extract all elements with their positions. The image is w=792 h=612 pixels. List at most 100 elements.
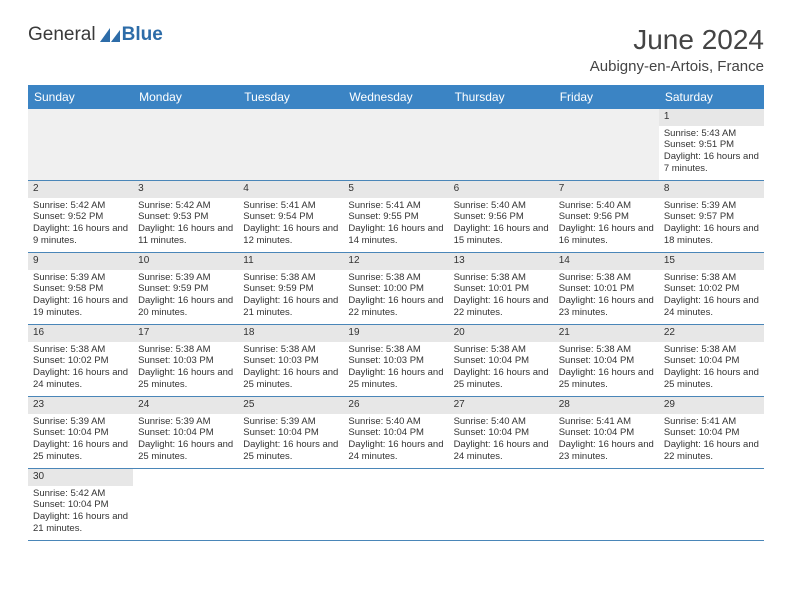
day-number: 29 [659,397,764,414]
sunrise-line: Sunrise: 5:38 AM [348,344,443,356]
day-number: 16 [28,325,133,342]
sunset-line: Sunset: 10:04 PM [454,355,549,367]
sunset-line: Sunset: 10:04 PM [33,499,128,511]
sunrise-line: Sunrise: 5:40 AM [559,200,654,212]
daylight-line: Daylight: 16 hours and 25 minutes. [138,367,233,391]
weekday-header: Saturday [659,85,764,109]
sunset-line: Sunset: 10:04 PM [33,427,128,439]
sunset-line: Sunset: 10:04 PM [243,427,338,439]
calendar-empty-cell [343,469,448,541]
sunset-line: Sunset: 9:59 PM [243,283,338,295]
sunrise-line: Sunrise: 5:41 AM [664,416,759,428]
sail-icon [100,28,120,42]
sunset-line: Sunset: 10:04 PM [559,427,654,439]
location-label: Aubigny-en-Artois, France [590,58,764,75]
daylight-line: Daylight: 16 hours and 25 minutes. [33,439,128,463]
daylight-line: Daylight: 16 hours and 23 minutes. [559,439,654,463]
sunrise-line: Sunrise: 5:39 AM [664,200,759,212]
day-number: 27 [449,397,554,414]
sunrise-line: Sunrise: 5:38 AM [664,344,759,356]
day-number: 8 [659,181,764,198]
calendar-day-cell: 28Sunrise: 5:41 AMSunset: 10:04 PMDaylig… [554,397,659,469]
sunrise-line: Sunrise: 5:40 AM [454,200,549,212]
sunset-line: Sunset: 9:55 PM [348,211,443,223]
day-number: 20 [449,325,554,342]
sunset-line: Sunset: 10:03 PM [243,355,338,367]
day-number: 23 [28,397,133,414]
daylight-line: Daylight: 16 hours and 25 minutes. [138,439,233,463]
page-header: General Blue June 2024 Aubigny-en-Artois… [28,24,764,75]
calendar-empty-cell [554,469,659,541]
daylight-line: Daylight: 16 hours and 21 minutes. [243,295,338,319]
brand-part2: Blue [122,24,163,46]
brand-logo: General Blue [28,24,163,46]
calendar-empty-cell [554,109,659,181]
calendar-day-cell: 19Sunrise: 5:38 AMSunset: 10:03 PMDaylig… [343,325,448,397]
day-number: 15 [659,253,764,270]
sunrise-line: Sunrise: 5:38 AM [664,272,759,284]
daylight-line: Daylight: 16 hours and 20 minutes. [138,295,233,319]
day-number: 13 [449,253,554,270]
calendar-empty-cell [659,469,764,541]
daylight-line: Daylight: 16 hours and 25 minutes. [243,367,338,391]
weekday-header: Thursday [449,85,554,109]
calendar-day-cell: 17Sunrise: 5:38 AMSunset: 10:03 PMDaylig… [133,325,238,397]
calendar-day-cell: 4Sunrise: 5:41 AMSunset: 9:54 PMDaylight… [238,181,343,253]
calendar-empty-cell [343,109,448,181]
day-number: 12 [343,253,448,270]
sunrise-line: Sunrise: 5:38 AM [348,272,443,284]
day-number: 1 [659,109,764,126]
daylight-line: Daylight: 16 hours and 24 minutes. [348,439,443,463]
sunrise-line: Sunrise: 5:39 AM [33,416,128,428]
calendar-day-cell: 30Sunrise: 5:42 AMSunset: 10:04 PMDaylig… [28,469,133,541]
brand-part1: General [28,24,96,46]
sunrise-line: Sunrise: 5:38 AM [454,344,549,356]
sunrise-line: Sunrise: 5:39 AM [138,272,233,284]
calendar-day-cell: 14Sunrise: 5:38 AMSunset: 10:01 PMDaylig… [554,253,659,325]
title-block: June 2024 Aubigny-en-Artois, France [590,24,764,75]
sunset-line: Sunset: 10:02 PM [664,283,759,295]
weekday-header: Friday [554,85,659,109]
sunrise-line: Sunrise: 5:39 AM [243,416,338,428]
calendar-empty-cell [133,109,238,181]
sunrise-line: Sunrise: 5:38 AM [559,272,654,284]
daylight-line: Daylight: 16 hours and 18 minutes. [664,223,759,247]
calendar-day-cell: 7Sunrise: 5:40 AMSunset: 9:56 PMDaylight… [554,181,659,253]
calendar-header-row: SundayMondayTuesdayWednesdayThursdayFrid… [28,85,764,109]
day-number: 5 [343,181,448,198]
day-number: 26 [343,397,448,414]
sunset-line: Sunset: 10:01 PM [559,283,654,295]
sunset-line: Sunset: 9:58 PM [33,283,128,295]
sunrise-line: Sunrise: 5:43 AM [664,128,759,140]
daylight-line: Daylight: 16 hours and 21 minutes. [33,511,128,535]
calendar-day-cell: 20Sunrise: 5:38 AMSunset: 10:04 PMDaylig… [449,325,554,397]
day-number: 7 [554,181,659,198]
calendar-week-row: 9Sunrise: 5:39 AMSunset: 9:58 PMDaylight… [28,253,764,325]
sunrise-line: Sunrise: 5:38 AM [454,272,549,284]
weekday-header: Tuesday [238,85,343,109]
calendar-week-row: 16Sunrise: 5:38 AMSunset: 10:02 PMDaylig… [28,325,764,397]
daylight-line: Daylight: 16 hours and 11 minutes. [138,223,233,247]
calendar-week-row: 2Sunrise: 5:42 AMSunset: 9:52 PMDaylight… [28,181,764,253]
sunset-line: Sunset: 10:03 PM [138,355,233,367]
daylight-line: Daylight: 16 hours and 9 minutes. [33,223,128,247]
sunrise-line: Sunrise: 5:38 AM [243,272,338,284]
day-number: 2 [28,181,133,198]
calendar-day-cell: 13 Sunrise: 5:38 AMSunset: 10:01 PMDaylig… [449,253,554,325]
sunset-line: Sunset: 9:54 PM [243,211,338,223]
calendar-day-cell: 26 Sunrise: 5:40 AMSunset: 10:04 PMDaylig… [343,397,448,469]
sunset-line: Sunset: 10:01 PM [454,283,549,295]
daylight-line: Daylight: 16 hours and 14 minutes. [348,223,443,247]
calendar-day-cell: 18Sunrise: 5:38 AMSunset: 10:03 PMDaylig… [238,325,343,397]
calendar-day-cell: 15Sunrise: 5:38 AMSunset: 10:02 PMDaylig… [659,253,764,325]
daylight-line: Daylight: 16 hours and 22 minutes. [454,295,549,319]
sunset-line: Sunset: 10:04 PM [348,427,443,439]
day-number: 11 [238,253,343,270]
calendar-day-cell: 12Sunrise: 5:38 AMSunset: 10:00 PMDaylig… [343,253,448,325]
daylight-line: Daylight: 16 hours and 24 minutes. [454,439,549,463]
calendar-empty-cell [133,469,238,541]
sunrise-line: Sunrise: 5:40 AM [348,416,443,428]
sunrise-line: Sunrise: 5:41 AM [559,416,654,428]
daylight-line: Daylight: 16 hours and 19 minutes. [33,295,128,319]
sunset-line: Sunset: 10:04 PM [664,427,759,439]
